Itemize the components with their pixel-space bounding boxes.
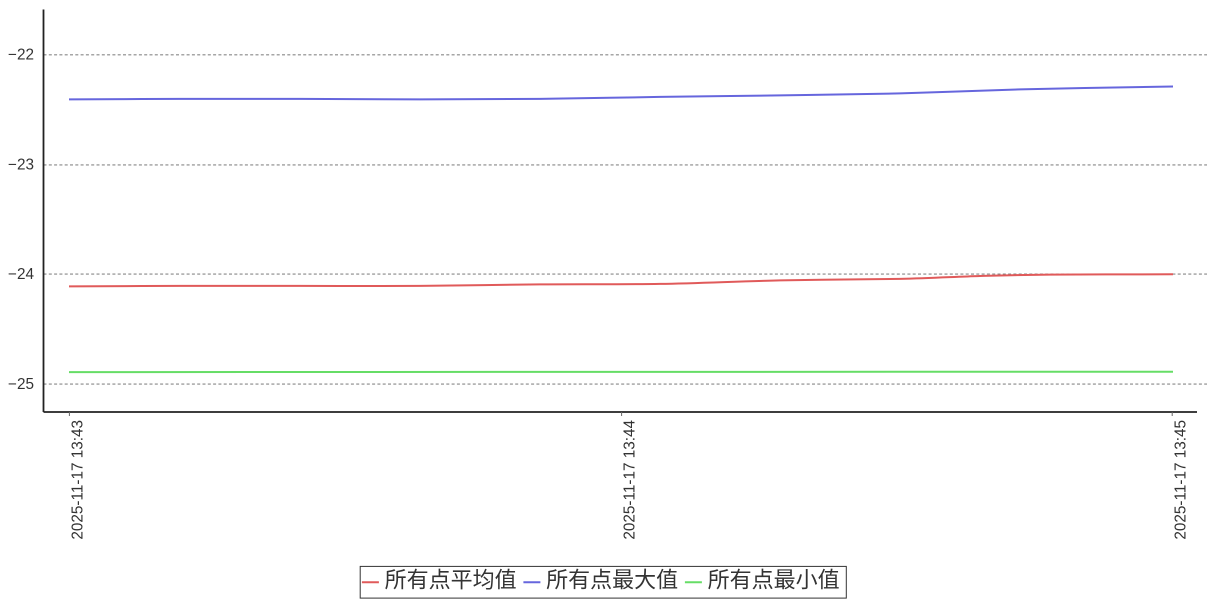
svg-text:所有点最大值: 所有点最大值: [546, 568, 678, 593]
svg-text:−22: −22: [8, 47, 34, 64]
svg-text:−25: −25: [8, 376, 34, 393]
svg-text:所有点最小值: 所有点最小值: [708, 568, 840, 593]
svg-text:所有点平均值: 所有点平均值: [385, 568, 517, 593]
svg-text:−24: −24: [8, 266, 34, 283]
svg-text:−23: −23: [8, 157, 34, 174]
